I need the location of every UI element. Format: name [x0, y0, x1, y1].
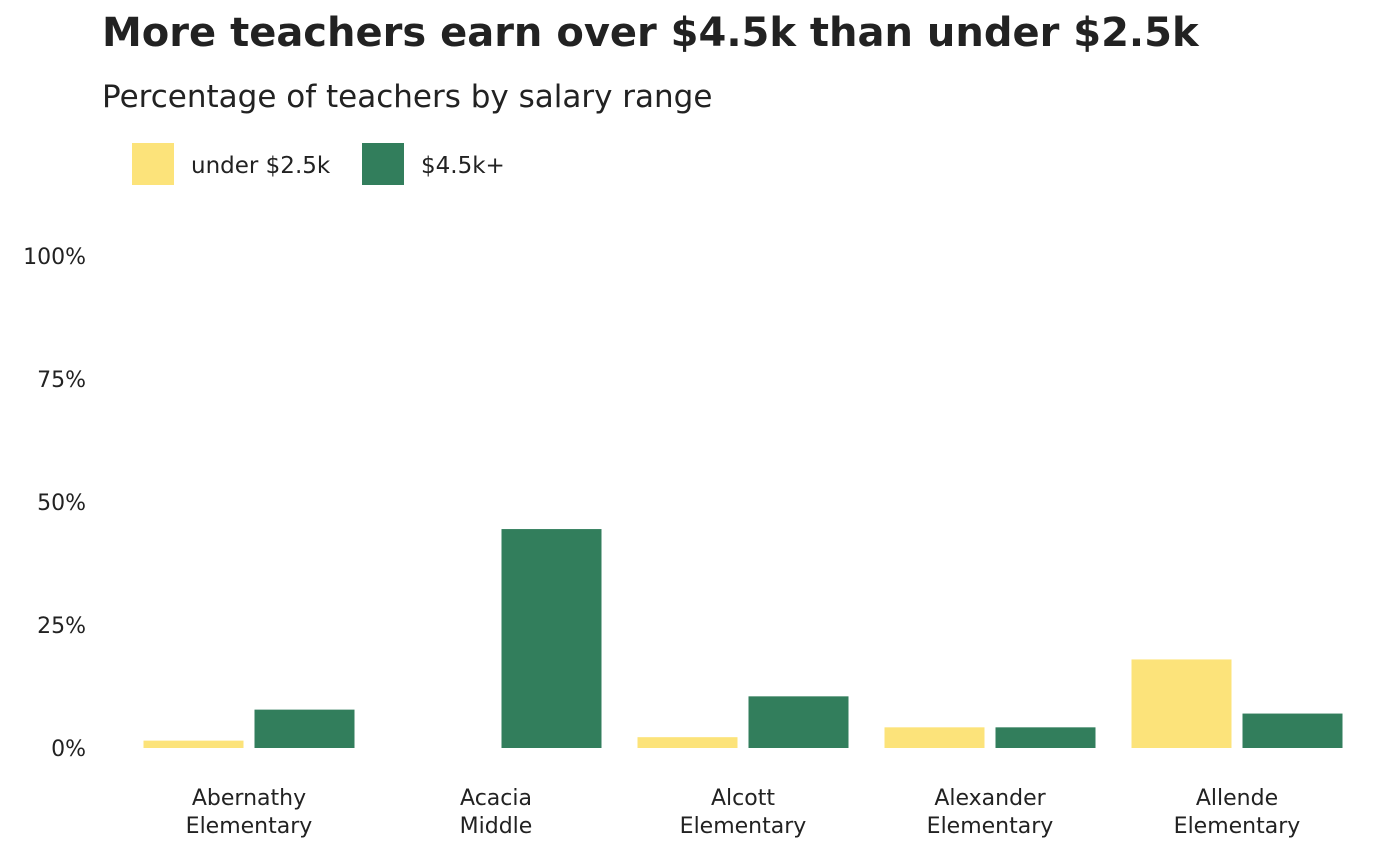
- y-tick-label: 25%: [37, 614, 86, 639]
- bar-4-5k-plus: [501, 529, 602, 748]
- chart-subtitle: Percentage of teachers by salary range: [102, 79, 712, 115]
- y-tick-label: 50%: [37, 491, 86, 516]
- y-tick-label: 75%: [37, 368, 86, 393]
- chart-title: More teachers earn over $4.5k than under…: [102, 10, 1200, 56]
- legend-label-4-5k-plus: $4.5k+: [421, 153, 505, 179]
- bar-under-2-5k: [884, 727, 985, 748]
- bar-4-5k-plus: [1242, 713, 1343, 748]
- bar-under-2-5k: [637, 737, 738, 748]
- legend-swatch-4-5k-plus: [362, 143, 404, 185]
- legend-swatch-under-2-5k: [132, 143, 174, 185]
- bars: [143, 529, 1343, 748]
- bar-4-5k-plus: [748, 696, 849, 748]
- bar-under-2-5k: [1131, 659, 1232, 748]
- legend: under $2.5k $4.5k+: [132, 143, 505, 185]
- x-tick-label: Alexander Elementary: [927, 786, 1054, 839]
- y-tick-label: 100%: [23, 245, 86, 270]
- bar-4-5k-plus: [995, 727, 1096, 748]
- x-axis: Abernathy Elementary Acacia Middle Alcott Ele…: [186, 786, 1301, 839]
- x-tick-label: Acacia Middle: [460, 786, 533, 839]
- y-tick-label: 0%: [51, 737, 86, 762]
- y-axis: 0% 25% 50% 75% 100%: [23, 245, 86, 762]
- x-tick-label: Allende Elementary: [1174, 786, 1301, 839]
- bar-under-2-5k: [143, 740, 244, 748]
- legend-label-under-2-5k: under $2.5k: [191, 153, 331, 179]
- x-tick-label: Abernathy Elementary: [186, 786, 313, 839]
- x-tick-label: Alcott Elementary: [680, 786, 807, 839]
- bar-4-5k-plus: [254, 709, 355, 748]
